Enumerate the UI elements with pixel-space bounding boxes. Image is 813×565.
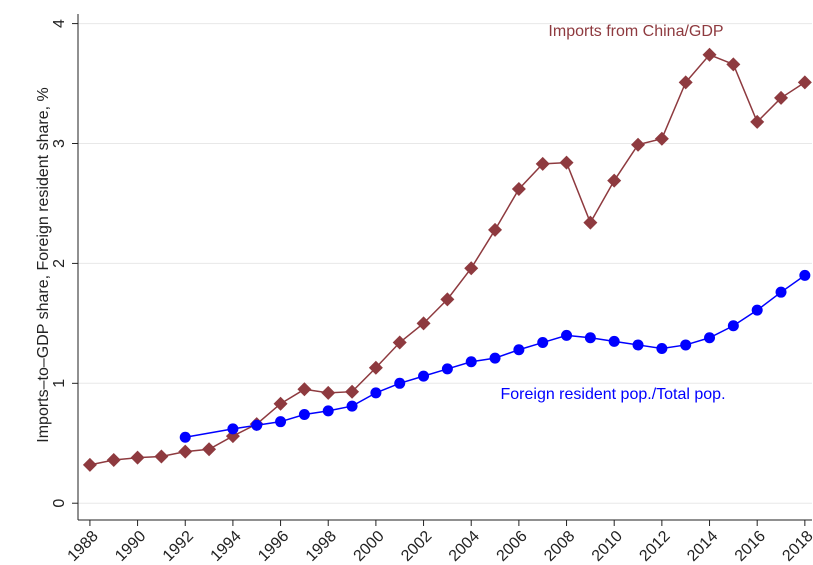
y-tick-label: 1 — [51, 379, 68, 388]
x-tick-label: 1996 — [255, 528, 292, 565]
point — [273, 396, 288, 411]
point — [702, 47, 717, 62]
point — [394, 377, 406, 389]
point — [179, 431, 191, 443]
point — [82, 457, 97, 472]
series-label: Imports from China/GDP — [548, 23, 723, 40]
point — [750, 114, 765, 129]
point — [202, 442, 217, 457]
x-tick-label: 1990 — [112, 528, 149, 565]
x-tick-label: 2012 — [636, 528, 673, 565]
point — [464, 261, 479, 276]
point — [608, 335, 620, 347]
point — [440, 292, 455, 307]
point — [727, 320, 739, 332]
point — [416, 316, 431, 331]
point — [680, 339, 692, 351]
point — [632, 339, 644, 351]
point — [178, 444, 193, 459]
x-tick-label: 2016 — [732, 528, 769, 565]
point — [607, 173, 622, 188]
point — [154, 449, 169, 464]
x-tick-label: 1992 — [160, 528, 197, 565]
series-label: Foreign resident pop./Total pop. — [500, 386, 725, 403]
point — [513, 344, 525, 356]
point — [251, 419, 263, 431]
x-tick-label: 2006 — [493, 528, 530, 565]
point — [797, 75, 812, 90]
x-tick-label: 2014 — [684, 528, 721, 565]
point — [488, 222, 503, 237]
x-tick-label: 2008 — [541, 528, 578, 565]
point — [511, 182, 526, 197]
point — [535, 156, 550, 171]
x-tick-label: 2010 — [589, 528, 626, 565]
x-tick-label: 1998 — [303, 528, 340, 565]
point — [489, 352, 501, 364]
point — [561, 329, 573, 341]
point — [368, 360, 383, 375]
point — [370, 387, 382, 399]
point — [774, 90, 789, 105]
point — [631, 137, 646, 152]
series-line — [89, 53, 806, 466]
point — [584, 332, 596, 344]
point — [297, 382, 312, 397]
y-tick-label: 2 — [51, 259, 68, 268]
point — [106, 453, 121, 468]
x-tick-label: 2002 — [398, 528, 435, 565]
y-tick-label: 4 — [51, 19, 68, 28]
y-tick-label: 3 — [51, 139, 68, 148]
point — [751, 304, 763, 316]
x-tick-label: 2018 — [779, 528, 813, 565]
point — [704, 332, 716, 344]
point — [799, 269, 811, 281]
point — [227, 423, 239, 435]
point — [583, 215, 598, 230]
x-tick-label: 2004 — [446, 528, 483, 565]
point — [418, 370, 430, 382]
point — [678, 75, 693, 90]
point — [465, 356, 477, 368]
point — [322, 405, 334, 417]
point — [654, 131, 669, 146]
point — [726, 57, 741, 72]
point — [321, 385, 336, 400]
x-tick-label: 1994 — [208, 528, 245, 565]
point — [775, 286, 787, 298]
point — [130, 450, 145, 465]
point — [656, 343, 668, 355]
y-axis-label: Imports–to–GDP share, Foreign resident s… — [35, 87, 52, 442]
point — [275, 416, 287, 428]
point — [441, 363, 453, 375]
x-tick-label: 2000 — [351, 528, 388, 565]
point — [392, 335, 407, 350]
point — [345, 384, 360, 399]
point — [559, 155, 574, 170]
point — [298, 408, 310, 420]
x-tick-label: 1988 — [65, 528, 102, 565]
point — [537, 337, 549, 349]
point — [346, 400, 358, 412]
y-tick-label: 0 — [51, 499, 68, 508]
